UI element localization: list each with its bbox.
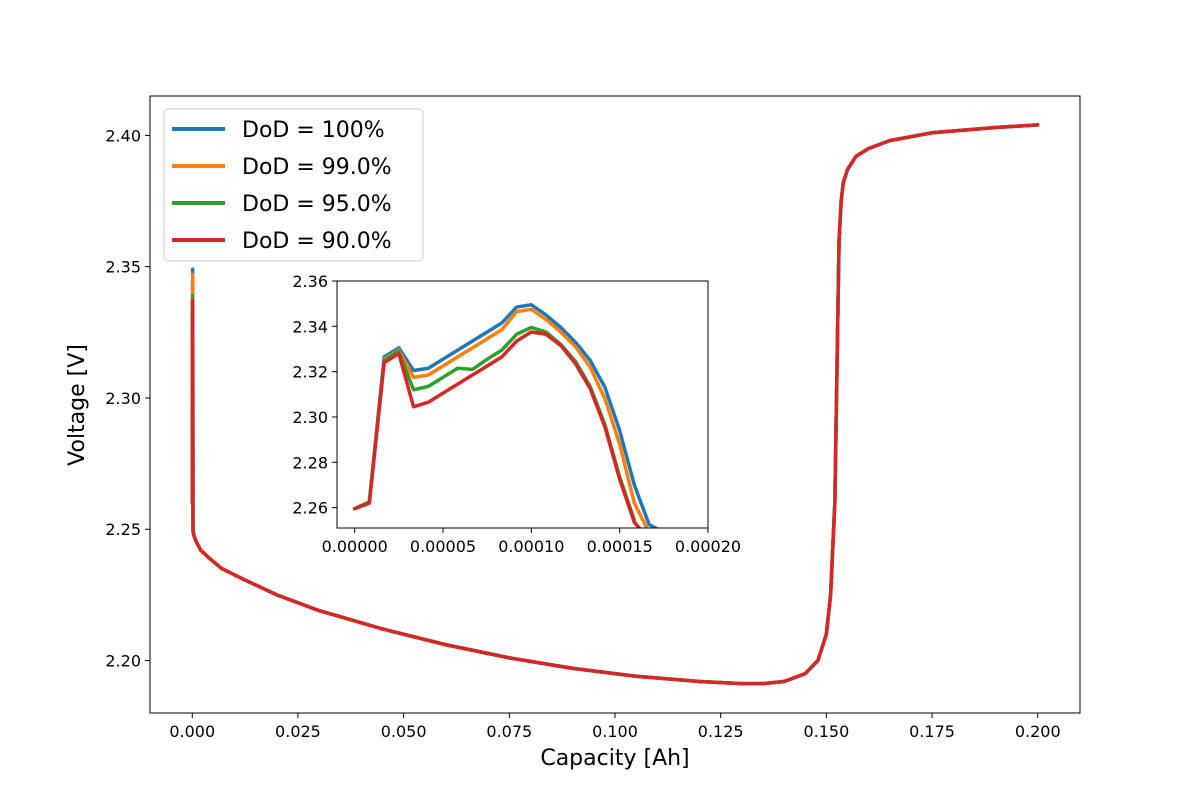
legend-label: DoD = 90.0% [242, 229, 392, 254]
inset-y-tick-label: 2.26 [292, 499, 328, 518]
legend-label: DoD = 100% [242, 118, 385, 143]
inset-x-tick-label: 0.00020 [675, 537, 741, 556]
main-x-tick-label: 0.000 [169, 722, 215, 741]
main-y-tick-label: 2.40 [105, 126, 141, 145]
inset-background [337, 281, 708, 528]
main-y-tick-label: 2.35 [105, 258, 141, 277]
inset-series-line-1 [352, 303, 660, 528]
inset-x-tick-label: 0.00010 [498, 537, 564, 556]
inset-x-tick-label: 0.00005 [410, 537, 476, 556]
inset-axes-frame [336, 280, 709, 529]
legend: DoD = 100% DoD = 99.0% DoD = 95.0% DoD = 90… [163, 108, 424, 262]
inset-x-tick-label: 0.00015 [587, 537, 653, 556]
main-x-tick-label: 0.200 [1015, 722, 1061, 741]
main-x-tick-label: 0.175 [909, 722, 955, 741]
legend-box [163, 108, 424, 262]
inset-y-tick-label: 2.28 [292, 453, 328, 472]
inset-y-tick-label: 2.32 [292, 363, 328, 382]
main-y-tick-label: 2.30 [105, 389, 141, 408]
main-x-tick-label: 0.075 [486, 722, 532, 741]
y-axis-title: Voltage [V] [65, 344, 90, 466]
inset-plot-area: 0.00000 0.00005 0.00010 0.00015 0.00020 2.26… [292, 272, 741, 556]
inset-series-line-4 [352, 330, 642, 528]
x-axis-title: Capacity [Ah] [540, 746, 689, 771]
main-y-tick-label: 2.20 [105, 651, 141, 670]
main-x-tick-label: 0.050 [381, 722, 427, 741]
legend-label: DoD = 99.0% [242, 155, 392, 180]
main-series-line-4 [190, 123, 1040, 686]
inset-x-tick-label: 0.00000 [322, 537, 388, 556]
main-x-tick-label: 0.025 [275, 722, 321, 741]
main-y-tick-label: 2.25 [105, 520, 141, 539]
inset-y-tick-label: 2.30 [292, 408, 328, 427]
legend-label: DoD = 95.0% [242, 192, 392, 217]
inset-y-tick-label: 2.34 [292, 317, 328, 336]
main-plot-area: 0.000 0.025 0.050 0.075 0.100 0.125 0.150 0.175… [65, 95, 1081, 771]
inset-y-tick-label: 2.36 [292, 272, 328, 291]
main-x-tick-label: 0.100 [592, 722, 638, 741]
main-x-tick-label: 0.150 [803, 722, 849, 741]
main-x-tick-label: 0.125 [698, 722, 744, 741]
